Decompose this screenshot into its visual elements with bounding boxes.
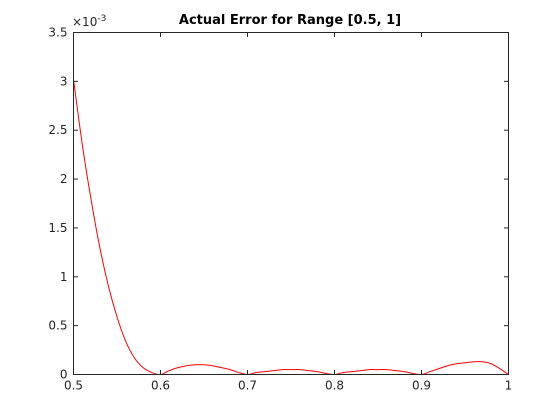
chart-title: Actual Error for Range [0.5, 1] xyxy=(179,13,401,28)
y-tick-label: 1 xyxy=(60,270,68,284)
y-tick-label: 1.5 xyxy=(48,221,67,235)
x-tick-label: 0.8 xyxy=(325,379,344,393)
y-tick-label: 0.5 xyxy=(48,319,67,333)
plot-background xyxy=(73,32,508,374)
y-exponent-power: -3 xyxy=(97,14,106,24)
y-tick-label: 2 xyxy=(60,172,68,186)
x-tick-label: 0.5 xyxy=(64,379,83,393)
x-tick-label: 0.6 xyxy=(151,379,170,393)
x-tick-label: 0.7 xyxy=(238,379,257,393)
y-tick-label: 0 xyxy=(60,368,68,382)
axis-tick-labels: 0.5 0.6 0.7 0.8 0.9 100.511.522.533.5 xyxy=(48,26,512,393)
y-tick-label: 2.5 xyxy=(48,123,67,137)
series-line-0 xyxy=(73,79,509,376)
y-exponent-base: ×10 xyxy=(72,15,97,29)
y-tick-label: 3 xyxy=(60,74,68,88)
series-group xyxy=(73,79,509,376)
y-tick-label: 3.5 xyxy=(48,26,67,40)
x-tick-label: 0.9 xyxy=(412,379,431,393)
plot-frame xyxy=(73,32,509,375)
y-exponent-label: ×10-3 xyxy=(72,14,106,29)
x-tick-label: 1 xyxy=(505,379,513,393)
